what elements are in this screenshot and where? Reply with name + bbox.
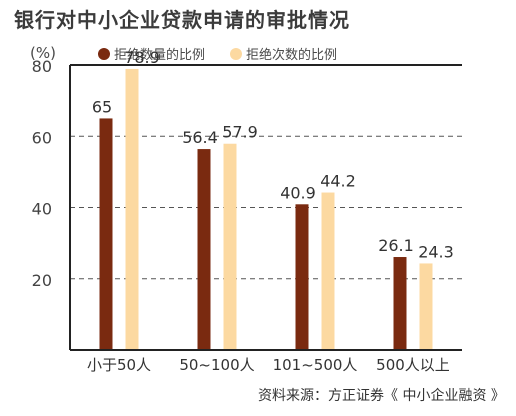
source-note: 资料来源：方正证券《 中小企业融资 》 [258, 388, 505, 404]
data-label: 44.2 [320, 172, 356, 191]
data-label: 26.1 [378, 236, 414, 255]
data-label: 78.9 [124, 48, 160, 67]
chart-title: 银行对中小企业贷款申请的审批情况 [14, 8, 350, 32]
bar-series2 [419, 263, 433, 350]
x-tick-label: 小于50人 [87, 356, 151, 374]
bar-series1 [99, 118, 113, 350]
y-tick-label: 40 [32, 200, 52, 219]
data-label: 65 [92, 97, 112, 116]
bar-series2 [125, 68, 139, 350]
data-label: 24.3 [418, 242, 454, 261]
y-tick-label: 60 [32, 128, 52, 147]
bar-series1 [197, 149, 211, 350]
legend-label-series1: 拒绝数量的比例 [114, 48, 206, 63]
bar-series1 [393, 257, 407, 350]
y-unit-label: (%) [30, 44, 56, 62]
y-tick-label: 20 [32, 271, 52, 290]
legend-item-series2: 拒绝次数的比例 [230, 44, 337, 63]
legend-swatch-series2 [230, 48, 242, 60]
x-tick-label: 101~500人 [273, 356, 358, 374]
legend-label-series2: 拒绝次数的比例 [246, 48, 338, 63]
bar-series1 [295, 204, 309, 350]
data-label: 56.4 [182, 128, 218, 147]
legend-swatch-series1 [98, 48, 110, 60]
bar-series2 [223, 143, 237, 350]
legend-item-series1: 拒绝数量的比例 [98, 44, 205, 63]
data-label: 40.9 [280, 183, 316, 202]
bar-series2 [321, 192, 335, 350]
x-tick-label: 500人以上 [376, 356, 450, 374]
y-tick-label: 80 [32, 57, 52, 76]
data-label: 57.9 [222, 123, 258, 142]
x-tick-label: 50~100人 [179, 356, 254, 374]
